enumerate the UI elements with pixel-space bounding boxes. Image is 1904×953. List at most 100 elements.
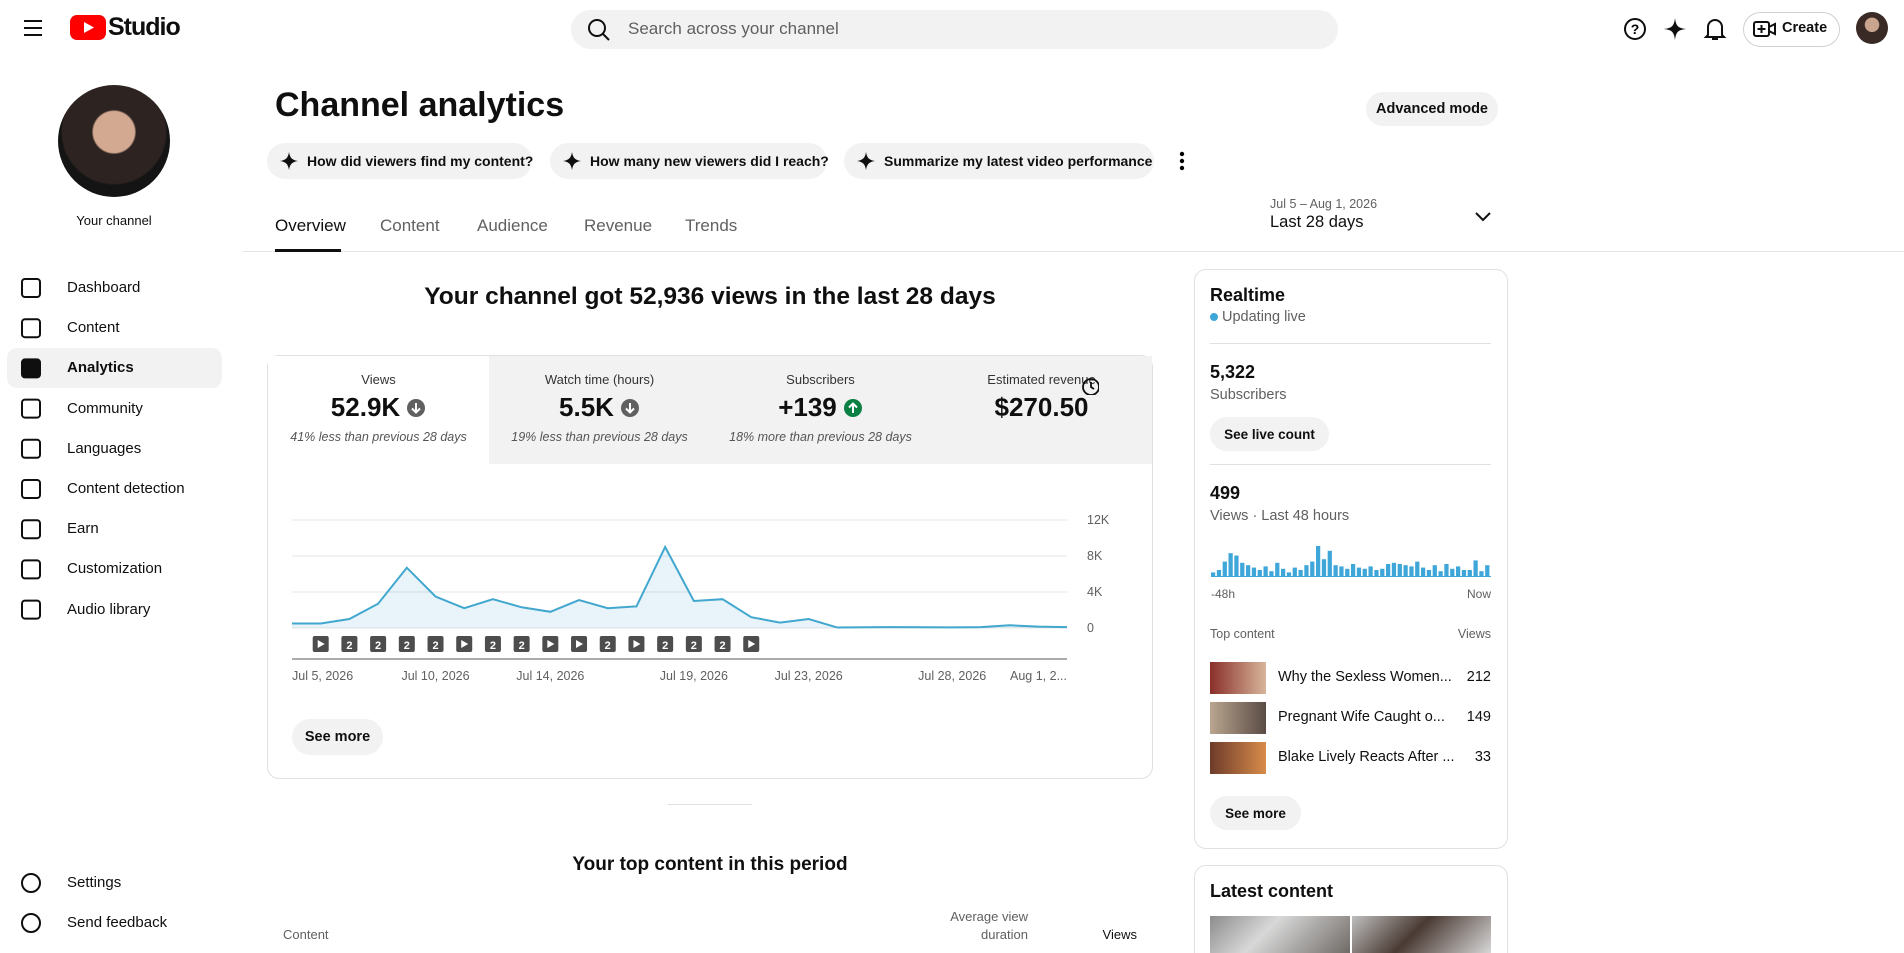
hourly-bar (1386, 564, 1391, 576)
notifications-icon[interactable] (1702, 16, 1728, 42)
realtime-card (1194, 269, 1508, 849)
channel-label[interactable]: Your channel (76, 213, 152, 228)
x-tick-label: Aug 1, 2... (1010, 669, 1067, 683)
metric-note: 19% less than previous 28 days (511, 430, 688, 444)
prompt-chip[interactable] (267, 143, 532, 179)
metric-icon (1082, 378, 1099, 395)
tab[interactable]: Overview (275, 216, 346, 235)
hourly-bar (1351, 564, 1356, 576)
metric-tile[interactable] (268, 356, 490, 464)
hourly-bar (1391, 562, 1397, 576)
content-thumbnail[interactable] (1210, 702, 1266, 734)
metric-icon (407, 399, 426, 417)
sparkle-icon (280, 152, 298, 170)
nav-item[interactable]: Audio library (67, 600, 151, 618)
metric-tile[interactable] (931, 356, 1152, 464)
hourly-bar (1467, 570, 1472, 576)
nav-item[interactable]: Content detection (67, 480, 185, 497)
metric-tile[interactable] (489, 356, 711, 464)
content-thumbnail[interactable] (1210, 662, 1266, 694)
y-tick-label: 8K (1087, 549, 1103, 563)
hourly-bar (1228, 553, 1233, 576)
nav-item[interactable]: Community (67, 399, 143, 417)
play-icon (633, 640, 641, 648)
upload-marker (398, 636, 415, 652)
subscriber-count: 5,322 (1210, 362, 1256, 382)
hourly-bar (1432, 565, 1437, 576)
hourly-bar (1216, 570, 1222, 576)
metric-label: Views (361, 372, 396, 387)
upload-count: 2 (719, 640, 725, 652)
upload-count: 2 (605, 640, 611, 652)
upload-marker (599, 636, 616, 652)
latest-thumbnail[interactable] (1210, 916, 1350, 953)
nav-item[interactable]: Content (67, 319, 120, 337)
account-avatar[interactable] (1856, 12, 1888, 44)
hourly-bar (1444, 564, 1449, 576)
menu-button[interactable] (22, 18, 44, 38)
content-views: 33 (1474, 749, 1491, 765)
search-icon (588, 19, 610, 41)
footer-item[interactable]: Settings (67, 874, 122, 891)
prompt-label: Summarize my latest video performance (884, 153, 1153, 169)
x-tick-label: Jul 5, 2026 (292, 669, 353, 683)
period-dropdown[interactable] (1473, 206, 1493, 226)
content-title[interactable]: Blake Lively Reacts After ... (1278, 749, 1455, 765)
overview-card (267, 355, 1153, 779)
nav-item[interactable]: Earn (67, 520, 99, 538)
upload-count: 2 (404, 640, 410, 652)
hourly-bar (1263, 566, 1268, 576)
tab[interactable]: Audience (477, 216, 548, 235)
top-content-title: Your top content in this period (572, 854, 848, 875)
x-tick-label: Jul 14, 2026 (516, 669, 584, 683)
tab[interactable]: Trends (685, 216, 738, 235)
nav-item[interactable]: Analytics (67, 359, 134, 377)
advanced-mode-button[interactable]: Advanced mode (1366, 92, 1498, 126)
line (292, 544, 1068, 629)
upload-marker (427, 636, 444, 652)
ai-icon[interactable] (1662, 16, 1688, 42)
tab[interactable]: Revenue (584, 216, 653, 235)
nav-icon (21, 559, 41, 580)
nav-item[interactable]: Dashboard (67, 279, 141, 296)
prompt-chip[interactable] (550, 143, 827, 179)
footer-item[interactable]: Send feedback (67, 914, 168, 931)
create-label: Create (1782, 20, 1828, 36)
nav-icon (21, 318, 41, 339)
hourly-bar (1356, 567, 1362, 576)
y-tick-label: 4K (1087, 585, 1103, 599)
period[interactable]: Last 28 days (1270, 213, 1364, 231)
latest-thumbnail[interactable] (1352, 916, 1491, 953)
svg-text:?: ? (1631, 21, 1640, 37)
channel-avatar[interactable] (58, 85, 170, 197)
logo-text[interactable]: Studio (108, 13, 181, 41)
metric-note: 41% less than previous 28 days (290, 430, 467, 444)
help-icon[interactable]: ? (1622, 16, 1648, 42)
metric-value-text: +139 (778, 392, 837, 422)
see-more-button[interactable]: See more (292, 719, 383, 755)
create-button[interactable] (1743, 12, 1840, 47)
y-tick-label: 0 (1087, 621, 1094, 635)
metric-tile[interactable] (710, 356, 932, 464)
content-title[interactable]: Why the Sexless Women... (1278, 669, 1452, 685)
logo-icon[interactable] (70, 15, 106, 40)
nav-icon (21, 438, 41, 459)
nav-item[interactable]: Languages (67, 439, 142, 457)
hourly-bar (1246, 565, 1251, 576)
hourly-bar (1316, 546, 1321, 576)
tab[interactable]: Content (380, 216, 440, 235)
live-count-button[interactable]: See live count (1210, 417, 1329, 451)
content-views: 212 (1466, 669, 1491, 685)
prompt-chip[interactable] (844, 143, 1154, 179)
content-thumbnail[interactable] (1210, 742, 1266, 774)
content-title[interactable]: Pregnant Wife Caught o... (1278, 709, 1445, 725)
hourly-bar (1298, 570, 1303, 576)
date-range[interactable]: Jul 5 – Aug 1, 2026 (1270, 197, 1378, 211)
nav-item[interactable]: Customization (67, 560, 163, 578)
search-box[interactable] (571, 10, 1338, 49)
realtime-see-more[interactable]: See more (1210, 796, 1301, 830)
prompt-label: How many new viewers did I reach? (590, 153, 829, 169)
more-icon[interactable] (1176, 150, 1188, 172)
